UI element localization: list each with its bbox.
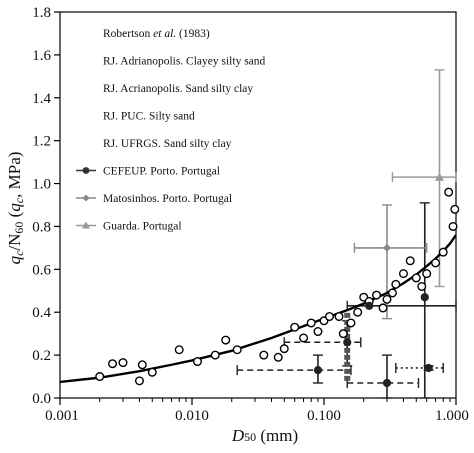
open-point [448,221,458,231]
open-point [108,359,118,369]
open-point [391,279,401,289]
legend-label: Guarda. Portugal [103,221,182,233]
x-axis-title-sub: 50 [244,430,256,444]
open-point [313,327,323,337]
open-point [398,269,408,279]
legend-label: RJ. UFRGS. Sand silty clay [103,138,232,150]
open-point [273,352,283,362]
plot-area [59,11,457,399]
open-point [438,247,448,257]
legend-label: RJ. Adrianopolis. Clayey silty sand [103,56,266,68]
open-point [387,288,397,298]
legend-label: CEFEUP. Porto. Portugal [103,166,220,178]
cefeup-point [420,293,429,302]
trend-curve-layer [60,234,456,384]
open-points-layer [95,187,460,386]
open-point [221,335,231,345]
open-point [324,312,334,322]
open-point [232,345,242,355]
open-point [382,294,392,304]
legend-label: Matosinhos. Porto. Portugal [103,193,232,205]
cefeup-point [343,338,352,347]
y-tick-label: 0.4 [32,305,51,321]
legend-marker-circle [82,167,90,174]
open-point [353,307,363,317]
legend-label: RJ. PUC. Silty sand [103,111,195,123]
open-point [417,281,427,291]
x-tick-label: 0.001 [45,408,79,424]
legend-marker-triangle [82,221,90,229]
cefeup-point [313,366,323,375]
open-point [134,376,144,386]
open-point [334,312,344,322]
open-point [290,322,300,332]
open-point [431,258,441,268]
x-axis-ticks: 0.001 0.010 0.100 1.000 [45,398,469,424]
y-tick-label: 0.8 [32,219,51,235]
x-tick-label: 0.010 [175,408,209,424]
open-point [174,345,184,355]
y-tick-label: 0.0 [32,391,51,407]
open-point [259,350,269,360]
open-point [299,333,309,343]
open-point [378,303,388,313]
y-tick-label: 1.2 [32,134,51,150]
error-bars [236,69,457,399]
x-tick-label: 0.100 [307,408,341,424]
y-axis-title: qc/N60 (qc, MPa) [5,152,26,265]
open-point [95,372,105,382]
open-point [147,367,157,377]
open-point [306,318,316,328]
x-tick-label: 1.000 [435,408,469,424]
open-point [279,344,289,354]
y-tick-label: 1.0 [32,177,51,193]
x-axis-title-main: D [231,426,245,445]
open-point [118,358,128,368]
legend-marker-diamond [82,194,90,202]
open-point [338,329,348,339]
guarda-point [435,172,445,181]
marker-layer [313,172,445,388]
matosinhos-point [382,243,391,252]
y-axis-ticks: 0.0 0.2 0.4 0.6 0.8 1.0 1.2 1.4 1.6 1.8 [32,5,60,407]
cefeup-point [424,363,433,373]
x-axis-title: D50 (mm) [231,426,298,445]
open-point [192,357,202,367]
cefeup-point [382,378,392,388]
open-point [422,269,432,279]
open-point [444,187,454,197]
trend-curve [60,234,456,384]
x-axis-title-unit: (mm) [256,426,298,445]
legend-label: RJ. Acrianopolis. Sand silty clay [103,83,253,95]
open-point [346,318,356,328]
open-point [210,350,220,360]
open-point [411,273,421,283]
open-point [405,256,415,266]
legend-label: Robertson et al. (1983) [103,28,210,40]
legend: Robertson et al. (1983) RJ. Adrianopolis.… [76,28,266,233]
cefeup-point [365,301,374,310]
open-point [372,290,382,300]
open-point [450,204,460,214]
y-tick-label: 1.6 [32,48,51,64]
y-tick-label: 1.4 [32,91,51,107]
y-tick-label: 0.2 [32,348,51,364]
open-point [137,360,147,370]
y-tick-label: 0.6 [32,262,51,278]
y-tick-label: 1.8 [32,5,51,21]
